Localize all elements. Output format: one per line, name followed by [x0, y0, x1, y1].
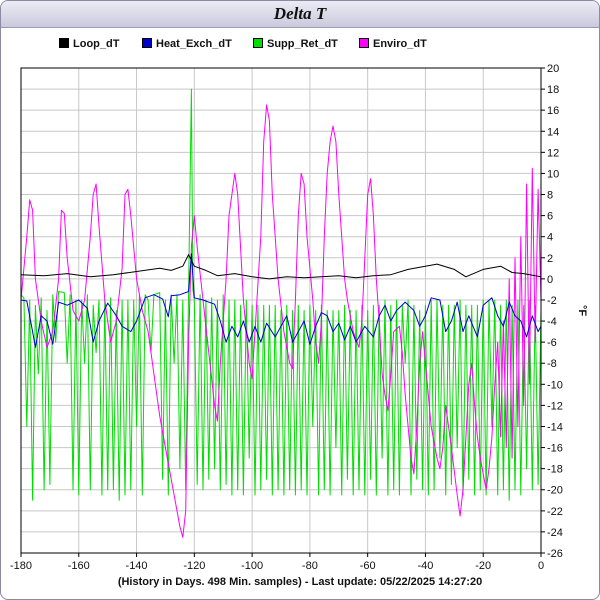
y-axis-label: °F — [576, 305, 588, 316]
legend-label-enviro: Enviro_dT — [373, 38, 427, 50]
legend-label-heat-exch: Heat_Exch_dT — [156, 38, 232, 50]
y-tick-label: 8 — [547, 190, 553, 202]
legend-label-supp-ret: Supp_Ret_dT — [267, 38, 338, 50]
legend-swatch-loop — [59, 38, 69, 48]
legend-item-loop: Loop_dT — [59, 38, 119, 50]
y-tick-label: -6 — [547, 337, 557, 349]
y-tick-label: -2 — [547, 295, 557, 307]
x-tick-label: -20 — [475, 560, 491, 572]
series-line-loop-dt — [20, 254, 542, 280]
title-bar: Delta T — [1, 1, 599, 28]
y-tick-label: -16 — [547, 443, 563, 455]
y-tick-labels: 20181614121086420-2-4-6-8-10-12-14-16-18… — [541, 63, 563, 560]
plot-border — [20, 67, 542, 554]
y-tick-label: 6 — [547, 211, 553, 223]
y-tick-label: -4 — [547, 316, 557, 328]
y-tick-label: 18 — [547, 84, 559, 96]
legend-swatch-supp-ret — [253, 38, 263, 48]
y-tick-label: -22 — [547, 506, 563, 518]
legend-swatch-heat-exch — [142, 38, 152, 48]
x-tick-label: -120 — [183, 560, 205, 572]
legend-item-heat-exch: Heat_Exch_dT — [142, 38, 232, 50]
y-tick-label: -10 — [547, 379, 563, 391]
legend-item-supp-ret: Supp_Ret_dT — [253, 38, 338, 50]
series-layer — [20, 88, 542, 538]
y-tick-label: -18 — [547, 464, 563, 476]
legend: Loop_dT Heat_Exch_dT Supp_Ret_dT Enviro_… — [1, 38, 599, 54]
y-tick-label: -14 — [547, 421, 563, 433]
x-axis-caption: (History in Days. 498 Min. samples) - La… — [117, 576, 483, 588]
y-tick-label: -24 — [547, 527, 563, 539]
x-tick-label: -180 — [10, 560, 32, 572]
y-tick-label: 12 — [547, 147, 559, 159]
legend-swatch-enviro — [359, 38, 369, 48]
y-tick-label: 10 — [547, 168, 559, 180]
chart-title: Delta T — [273, 4, 327, 23]
y-tick-label: 4 — [547, 232, 553, 244]
x-tick-label: 0 — [538, 560, 544, 572]
x-tick-label: -40 — [417, 560, 433, 572]
y-tick-label: 14 — [547, 126, 559, 138]
legend-label-loop: Loop_dT — [73, 38, 120, 50]
y-tick-label: 20 — [547, 63, 559, 75]
x-tick-label: -100 — [241, 560, 263, 572]
y-tick-label: 16 — [547, 105, 559, 117]
x-tick-label: -80 — [302, 560, 318, 572]
x-tick-label: -160 — [68, 560, 90, 572]
x-tick-label: -140 — [126, 560, 148, 572]
x-tick-labels: -180 -160 -140 -120 -100 -80 -60 -40 -20 0 — [10, 553, 544, 572]
series-line-supp-ret-dt — [20, 88, 542, 501]
series-line-enviro-dt — [20, 104, 542, 538]
y-tick-label: -26 — [547, 548, 563, 560]
y-tick-label: -12 — [547, 400, 563, 412]
x-tick-label: -60 — [360, 560, 376, 572]
y-tick-label: 2 — [547, 253, 553, 265]
legend-item-enviro: Enviro_dT — [359, 38, 427, 50]
y-tick-label: -8 — [547, 358, 557, 370]
series-line-heat-exch-dt — [20, 253, 542, 348]
y-tick-label: 0 — [547, 274, 553, 286]
y-tick-label: -20 — [547, 485, 563, 497]
